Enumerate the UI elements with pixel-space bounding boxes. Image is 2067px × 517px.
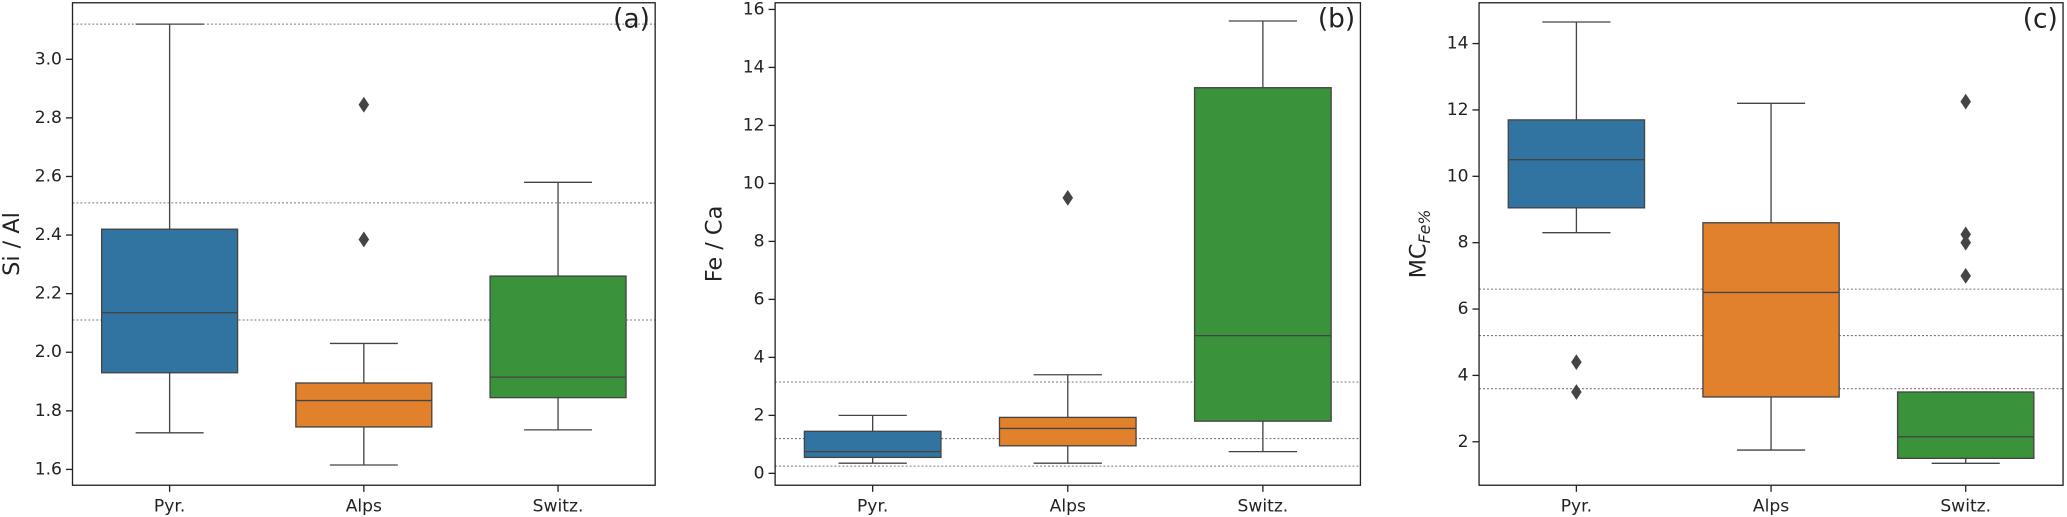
outlier <box>1960 93 1971 110</box>
box <box>803 430 942 459</box>
y-axis-label: Fe / Ca <box>701 206 727 283</box>
y-tick-label: 0 <box>754 463 765 483</box>
panel-label: (b) <box>1318 4 1355 34</box>
box <box>1702 222 1840 398</box>
axes-frame <box>1478 2 2064 486</box>
box <box>100 228 239 374</box>
y-axis-label-subscript: Fe% <box>1415 210 1434 244</box>
y-tick-label: 10 <box>1447 166 1469 186</box>
y-tick-label: 4 <box>754 347 765 367</box>
outlier <box>358 96 370 113</box>
y-tick-label: 2.2 <box>35 284 62 304</box>
y-tick-label: 12 <box>1447 100 1469 120</box>
outlier <box>1062 189 1074 206</box>
y-tick-label: 16 <box>743 0 765 19</box>
outlier <box>1571 354 1582 371</box>
panel-label: (c) <box>2023 4 2058 34</box>
outlier <box>358 231 370 248</box>
box <box>1896 391 2035 460</box>
y-tick-label: 8 <box>754 231 765 251</box>
box <box>998 416 1137 447</box>
y-tick-label: 1.6 <box>35 459 62 479</box>
x-tick-label: Pyr. <box>857 496 888 516</box>
y-axis-label-main: Fe / Ca <box>701 206 727 283</box>
x-tick-label: Pyr. <box>154 496 185 516</box>
y-axis-label-main: Si / Al <box>0 212 24 276</box>
y-tick-label: 2.4 <box>35 225 62 245</box>
y-axis-label-main: MC <box>1405 243 1431 278</box>
axes-frame <box>774 2 1362 486</box>
y-tick-label: 6 <box>1458 299 1469 319</box>
outlier <box>1960 234 1971 251</box>
x-tick-label: Pyr. <box>1561 496 1592 516</box>
y-axis-label: Si / Al <box>0 212 24 276</box>
y-tick-label: 12 <box>743 115 765 135</box>
y-tick-label: 14 <box>1447 34 1469 54</box>
y-tick-label: 3.0 <box>35 49 62 69</box>
outlier <box>1960 226 1971 243</box>
y-tick-label: 10 <box>743 173 765 193</box>
y-tick-label: 14 <box>743 57 765 77</box>
x-tick-label: Alps <box>1753 496 1789 516</box>
x-tick-label: Alps <box>1050 496 1086 516</box>
outlier <box>1571 384 1582 400</box>
box <box>489 275 627 399</box>
x-tick-label: Switz. <box>1940 496 1991 516</box>
x-tick-label: Switz. <box>1237 496 1288 516</box>
y-tick-label: 2.8 <box>35 108 62 128</box>
y-tick-label: 4 <box>1458 365 1469 385</box>
y-tick-label: 1.8 <box>35 401 62 421</box>
panel-label: (a) <box>613 4 650 34</box>
axes-frame <box>71 2 656 486</box>
x-tick-label: Alps <box>346 496 382 516</box>
box <box>1193 87 1332 422</box>
outlier <box>1960 267 1971 284</box>
y-tick-label: 6 <box>754 289 765 309</box>
y-tick-label: 2.0 <box>35 342 62 362</box>
y-tick-label: 2 <box>754 405 765 425</box>
y-tick-label: 8 <box>1458 233 1469 253</box>
x-tick-label: Switz. <box>533 496 584 516</box>
y-tick-label: 2 <box>1458 432 1469 452</box>
y-tick-label: 2.6 <box>35 166 62 186</box>
box <box>295 382 433 428</box>
box <box>1507 119 1646 209</box>
y-axis-label: MCFe% <box>1405 210 1434 279</box>
